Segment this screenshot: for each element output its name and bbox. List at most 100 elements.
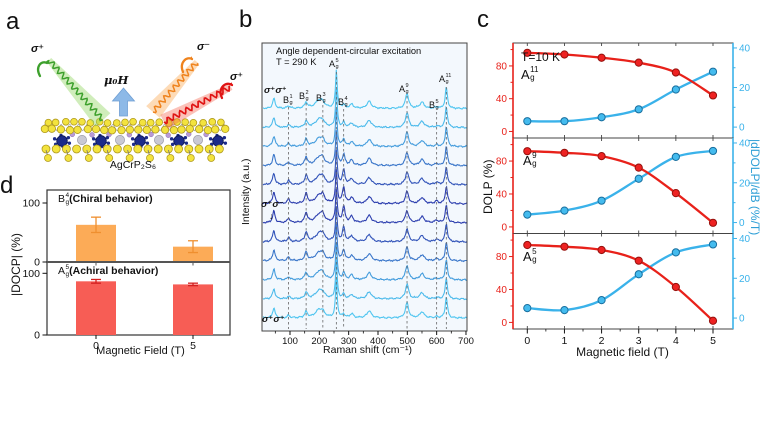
magnetic-field-label: μ₀H — [104, 73, 129, 87]
field-x-tick: 0 — [524, 335, 530, 347]
docp-y-tick: 100 — [22, 198, 40, 210]
docp-y-tick: 0 — [34, 257, 40, 269]
panel-b-letter: b — [239, 6, 253, 33]
ddolp-marker — [671, 248, 680, 257]
ddolp-marker — [708, 67, 718, 76]
field-x-tick: 3 — [636, 335, 642, 347]
ddolp-y-tick: 40 — [739, 138, 751, 149]
crystal-illustration — [40, 117, 230, 162]
raman-trace — [262, 206, 467, 243]
dolp-marker — [560, 242, 569, 251]
ddolp-y-tick: 20 — [739, 83, 751, 94]
raman-subtitle: T = 290 K — [276, 57, 317, 67]
ddolp-marker — [560, 305, 569, 315]
raman-trace — [262, 88, 467, 129]
dolp-marker — [708, 91, 718, 100]
material-label: AgCrP₂S₆ — [109, 159, 157, 171]
dolp-marker — [708, 218, 718, 227]
dolp-marker — [597, 53, 606, 62]
dolp-y-tick: 80 — [496, 157, 508, 168]
raman-trace — [262, 108, 467, 148]
down-arrow-icon: ↓ — [269, 211, 274, 221]
dolp-marker — [634, 58, 643, 67]
dolp-marker — [597, 245, 606, 255]
ddolp-y-tick: 40 — [739, 234, 751, 245]
raman-x-tick: 600 — [429, 336, 445, 347]
ddolp-marker — [597, 296, 606, 305]
field-x-axis-label: Magnetic field (T) — [576, 345, 669, 359]
docp-x-tick: 0 — [93, 340, 99, 352]
dolp-marker — [523, 240, 532, 250]
dolp-marker — [560, 50, 569, 59]
ddolp-y-tick: 20 — [739, 178, 751, 189]
light-beams — [36, 56, 234, 130]
polarization-label-middle: σ⁺σ⁻ — [261, 199, 284, 210]
raman-chart: 100 200 300 400 500 600 700 — [261, 42, 474, 347]
raman-trace — [262, 223, 467, 263]
ag11-mode-label: A 11 g — [521, 65, 539, 83]
raman-x-tick: 100 — [282, 336, 298, 347]
ddolp-marker — [597, 196, 606, 205]
field-x-tick: 4 — [673, 335, 679, 347]
panel-a-letter: a — [6, 8, 20, 35]
ddolp-y-tick: 40 — [739, 43, 751, 54]
raman-trace — [263, 69, 467, 110]
ddolp-marker — [671, 152, 680, 162]
raman-x-tick: 300 — [341, 336, 357, 347]
raman-trace — [262, 149, 467, 186]
polarization-label-bottom: σ⁺σ⁺ — [262, 314, 285, 325]
dolp-y-tick: 40 — [496, 285, 508, 296]
dolp-y-tick: 40 — [496, 189, 508, 200]
ddolp-marker — [634, 174, 643, 183]
dolp-marker — [597, 152, 606, 161]
ddolp-marker — [708, 146, 718, 156]
raman-x-tick: 500 — [399, 336, 415, 347]
dolp-marker — [671, 189, 680, 198]
dolp-y-axis-label: DOLP (%) — [481, 159, 495, 215]
ddolp-marker — [597, 113, 606, 122]
ddolp-marker — [634, 105, 643, 114]
dolp-y-tick: 0 — [501, 127, 507, 138]
incident-sigma-label: σ⁺ — [31, 43, 45, 55]
raman-y-axis-label: Intensity (a.u.) — [240, 158, 252, 226]
docp-bar — [76, 281, 116, 335]
field-x-tick: 2 — [599, 335, 605, 347]
ddolp-y-tick: 0 — [739, 314, 745, 325]
dolp-marker — [634, 256, 643, 265]
dolp-y-tick: 80 — [496, 252, 508, 263]
field-x-tick: 5 — [710, 335, 716, 347]
chiral-behavior-label: (Chiral behavior) — [69, 193, 153, 205]
dolp-marker — [560, 148, 569, 157]
chiral-chart-title: B 4 g (Chiral behavior) — [58, 192, 153, 206]
raman-trace — [262, 278, 467, 320]
ddolp-marker — [560, 117, 569, 126]
achiral-chart-title: A 5 g (Achiral behavior) — [58, 264, 158, 278]
docp-x-tick: 5 — [190, 340, 196, 352]
raman-trace — [262, 130, 467, 167]
dolp-marker — [634, 163, 643, 172]
reflected-sigma-plus-label: σ⁺ — [230, 71, 244, 83]
docp-y-tick: 100 — [22, 268, 40, 280]
dolp-charts: 0 40 80 0 20 40 0 40 80 0 20 40 0 40 80 0 20 40 0 1 2 3 4 5 — [496, 42, 751, 347]
dolp-marker — [523, 48, 532, 57]
dolp-y-tick: 0 — [501, 318, 507, 329]
raman-trace — [262, 259, 467, 301]
raman-x-tick: 200 — [311, 336, 327, 347]
dolp-marker — [671, 282, 680, 292]
ddolp-y-tick: 0 — [739, 218, 745, 229]
ddolp-marker — [523, 210, 532, 219]
ddolp-marker — [671, 85, 680, 94]
docp-bar — [173, 284, 213, 335]
docp-bar — [173, 246, 213, 262]
